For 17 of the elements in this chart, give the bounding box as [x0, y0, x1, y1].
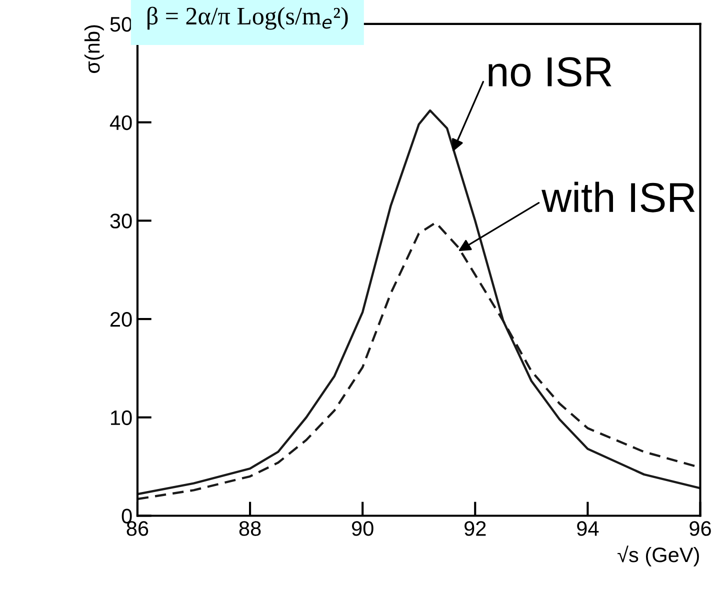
x-tick-label: 96 [690, 521, 711, 536]
y-tick-label: 20 [110, 312, 132, 327]
y-tick-label: 40 [110, 115, 132, 130]
y-tick-label: 10 [111, 410, 132, 426]
annotation: with ISR [542, 182, 695, 212]
y-tick-label: 0 [122, 508, 132, 524]
x-tick-label: 92 [464, 521, 486, 536]
x-tick-label: 94 [577, 521, 599, 536]
y-tick-label: 50 [110, 16, 132, 32]
x-tick-label: 86 [126, 521, 148, 536]
annotation: β = 2α/π Log(s/m$_{e}$²) [148, 6, 348, 30]
y-axis-title: σ(nb) [84, 25, 104, 73]
y-tick-label: 30 [110, 214, 132, 228]
x-axis-title: √s (GeV) [618, 546, 699, 566]
annotation: no ISR [488, 57, 612, 87]
x-tick-label: 88 [239, 521, 261, 536]
x-tick-label: 90 [352, 521, 374, 536]
